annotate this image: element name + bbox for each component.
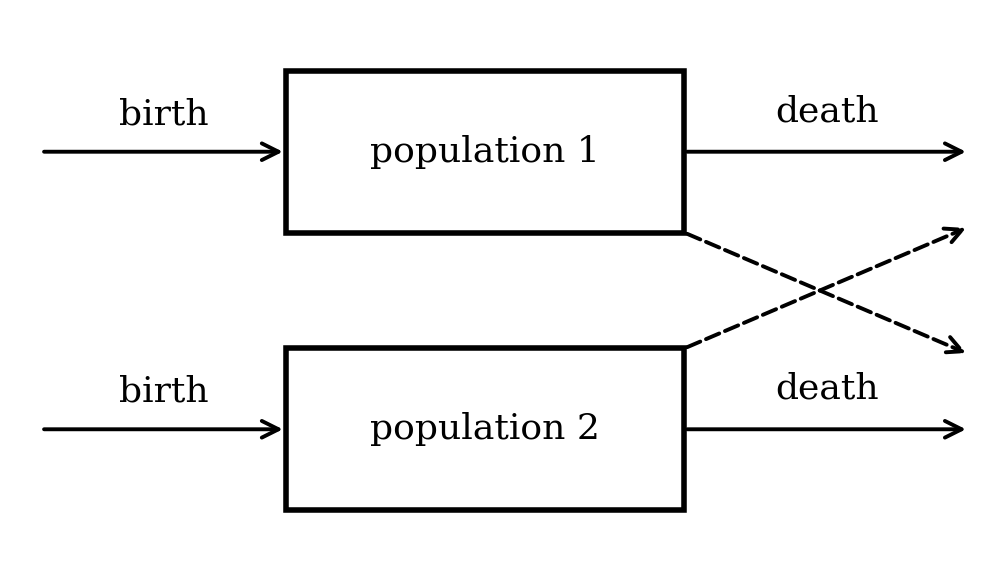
Text: population 1: population 1 (370, 135, 600, 168)
Text: birth: birth (119, 97, 208, 131)
Bar (286, 349, 684, 510)
Bar (286, 71, 684, 232)
Text: death: death (775, 372, 878, 406)
Text: population 2: population 2 (370, 413, 600, 446)
Text: death: death (775, 94, 878, 128)
Text: birth: birth (119, 375, 208, 408)
